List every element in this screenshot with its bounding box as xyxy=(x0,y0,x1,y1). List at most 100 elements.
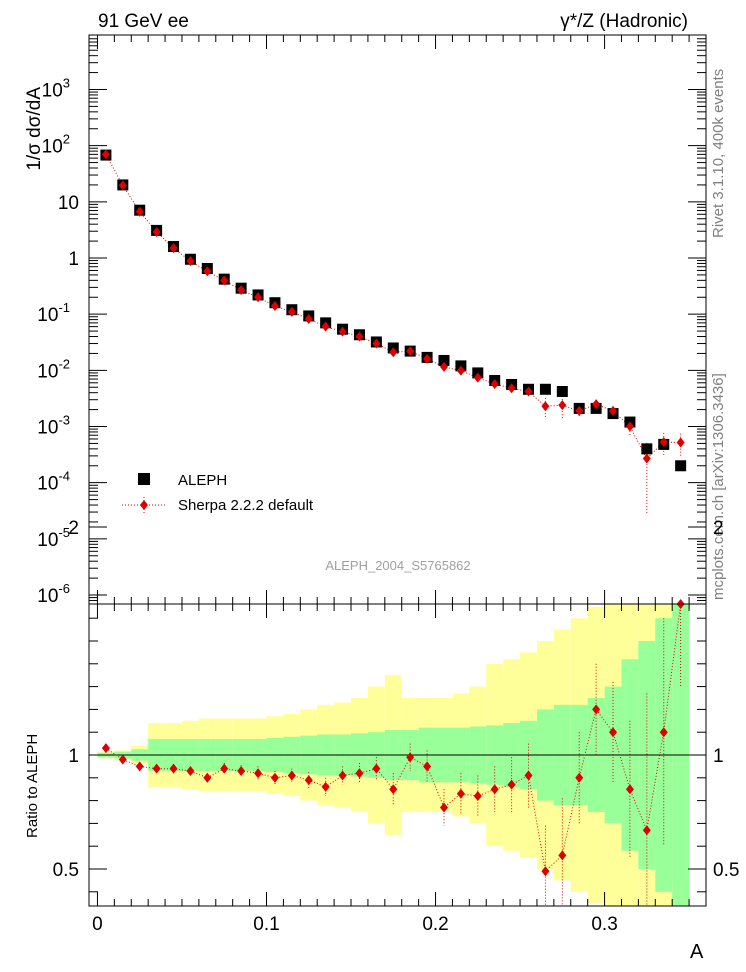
mc-point xyxy=(642,453,651,464)
ratio-point xyxy=(152,763,161,774)
ratio-y-tick-label-right: 2 xyxy=(713,518,724,539)
legend-mc-label: Sherpa 2.2.2 default xyxy=(178,497,314,514)
ratio-point xyxy=(490,784,499,795)
main-y-axis: 10-6 10-5 10-4 10-3 10-2 10-1 1 10 102 103 xyxy=(37,35,706,607)
watermark: ALEPH_2004_S5765862 xyxy=(325,558,470,573)
main-y-tick-label: 10-1 xyxy=(37,300,70,326)
ratio-x-axis: 0 0.1 0.2 0.3 xyxy=(92,604,690,935)
ratio-point xyxy=(389,784,398,795)
side-text-top: Rivet 3.1.10, 400k events xyxy=(710,69,727,238)
data-point xyxy=(675,460,687,472)
ratio-y-tick-label-right: 1 xyxy=(713,746,724,767)
mc-point xyxy=(287,306,296,317)
data-point xyxy=(539,383,551,395)
mc-point xyxy=(304,314,313,325)
main-y-axis-label: 1/σ dσ/dA xyxy=(24,87,45,171)
ratio-point xyxy=(609,727,618,738)
main-y-tick-label: 10-4 xyxy=(37,469,70,495)
ratio-panel: 0.5 0.5 1 1 2 2 0 0.1 0.2 0.3 Ratio to ALEPH A xyxy=(24,518,739,963)
mc-point xyxy=(169,243,178,254)
ratio-y-axis: 0.5 0.5 1 1 2 2 xyxy=(53,518,739,893)
mc-point xyxy=(220,275,229,286)
mc-point xyxy=(270,300,279,311)
ratio-point xyxy=(338,770,347,781)
data-point xyxy=(438,354,450,366)
ratio-point xyxy=(237,765,246,776)
x-tick-label: 0.3 xyxy=(591,914,617,935)
main-marks xyxy=(100,149,687,514)
ratio-point xyxy=(625,784,634,795)
main-y-tick-label: 10-3 xyxy=(37,413,70,439)
ratio-point xyxy=(270,772,279,783)
ratio-point xyxy=(473,791,482,802)
mc-point xyxy=(456,365,465,376)
ratio-point xyxy=(456,788,465,799)
ratio-y-tick-label: 1 xyxy=(68,746,79,767)
main-y-tick-label: 10-6 xyxy=(37,581,70,607)
mc-point xyxy=(439,361,448,372)
ratio-y-tick-label: 2 xyxy=(68,518,79,539)
data-point xyxy=(556,386,568,398)
x-tick-label: 0.1 xyxy=(253,914,279,935)
ratio-point xyxy=(118,754,127,765)
side-text-bottom: mcplots.cern.ch [arXiv:1306.3436] xyxy=(710,373,727,600)
ratio-point xyxy=(524,770,533,781)
mc-point xyxy=(625,421,634,432)
mc-point xyxy=(507,383,516,394)
main-y-tick-label: 102 xyxy=(42,132,70,158)
legend-data-marker xyxy=(138,473,150,485)
legend: ALEPH Sherpa 2.2.2 default xyxy=(122,472,314,514)
mc-point xyxy=(575,405,584,416)
main-y-tick-label: 10 xyxy=(58,193,79,214)
x-axis-label: A xyxy=(690,941,704,963)
ratio-marks xyxy=(101,599,685,906)
ratio-point xyxy=(423,761,432,772)
mc-point xyxy=(101,149,110,160)
mc-point xyxy=(338,326,347,337)
mc-point xyxy=(659,436,668,447)
ratio-point xyxy=(135,761,144,772)
mc-point xyxy=(203,266,212,277)
ratio-point xyxy=(406,752,415,763)
ratio-point xyxy=(439,802,448,813)
mc-point xyxy=(524,386,533,397)
mc-point xyxy=(237,284,246,295)
mc-point xyxy=(389,347,398,358)
legend-data-label: ALEPH xyxy=(178,472,227,489)
ratio-point xyxy=(287,770,296,781)
main-y-tick-label: 10-5 xyxy=(37,525,70,551)
ratio-point xyxy=(659,727,668,738)
ratio-point xyxy=(321,781,330,792)
mc-point xyxy=(118,180,127,191)
main-y-tick-label: 10-2 xyxy=(37,356,70,382)
ratio-y-tick-label-right: 0.5 xyxy=(713,860,739,881)
ratio-point xyxy=(203,772,212,783)
mc-point xyxy=(372,338,381,349)
mc-point xyxy=(152,227,161,238)
ratio-point xyxy=(254,768,263,779)
ratio-series-line xyxy=(105,603,682,873)
mc-point xyxy=(592,399,601,410)
mc-point xyxy=(676,437,685,448)
main-y-tick-label: 103 xyxy=(42,75,70,101)
header-right: γ*/Z (Hadronic) xyxy=(560,11,688,32)
header-left: 91 GeV ee xyxy=(98,11,189,32)
legend-mc-marker xyxy=(140,500,148,510)
ratio-point xyxy=(507,779,516,790)
ratio-y-axis-label: Ratio to ALEPH xyxy=(24,734,41,838)
ratio-point xyxy=(186,765,195,776)
x-tick-label: 0.2 xyxy=(422,914,448,935)
ratio-point xyxy=(304,775,313,786)
main-frame xyxy=(88,34,707,605)
mc-point xyxy=(609,405,618,416)
ratio-point xyxy=(101,743,110,754)
mc-point xyxy=(355,331,364,342)
main-y-tick-label: 1 xyxy=(68,249,79,270)
main-panel: 10-6 10-5 10-4 10-3 10-2 10-1 1 10 102 103 1/σ dσ… xyxy=(24,34,707,607)
ratio-point xyxy=(558,850,567,861)
data-point xyxy=(641,443,653,455)
mc-point xyxy=(254,292,263,303)
ratio-point xyxy=(541,866,550,877)
mc-point xyxy=(473,372,482,383)
